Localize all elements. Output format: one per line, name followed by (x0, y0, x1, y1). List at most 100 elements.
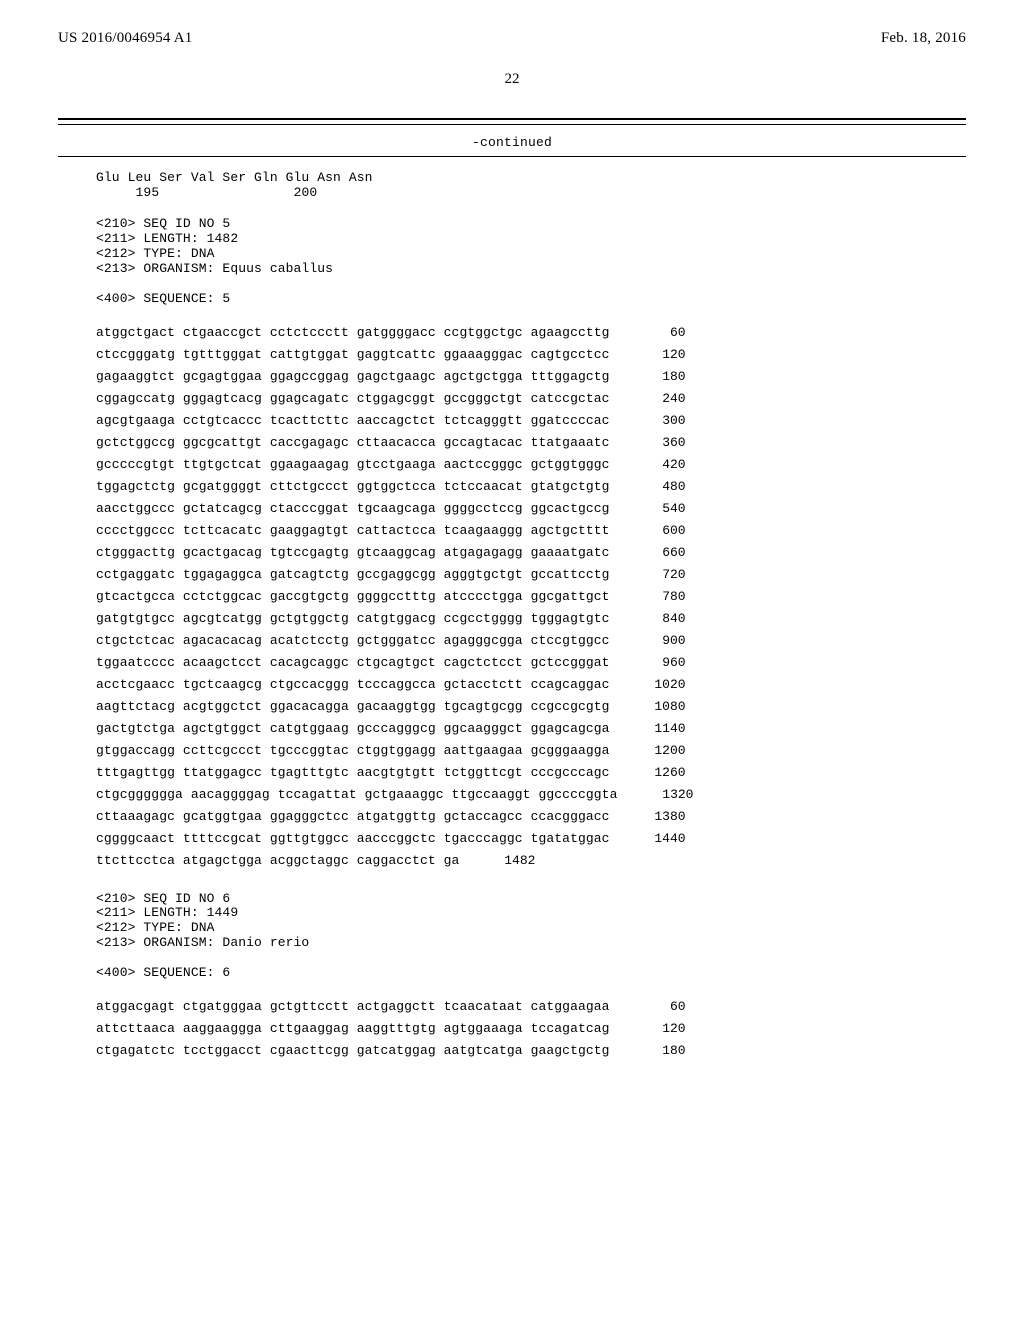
page-number: 22 (58, 71, 966, 88)
sequence-groups: tttgagttgg ttatggagcc tgagtttgtc aacgtgt… (96, 766, 610, 779)
sequence-groups: agcgtgaaga cctgtcaccc tcacttcttc aaccagc… (96, 414, 610, 427)
sequence-position: 60 (626, 326, 686, 339)
seq6-meta-line: <210> SEQ ID NO 6 (96, 891, 230, 906)
protein-pos-right: 200 (294, 185, 318, 200)
sequence-groups: gtggaccagg ccttcgccct tgcccggtac ctggtgg… (96, 744, 610, 757)
sequence-groups: gctctggccg ggcgcattgt caccgagagc cttaaca… (96, 436, 610, 449)
seq5-meta-line: <400> SEQUENCE: 5 (96, 291, 230, 306)
sequence-position: 1482 (475, 854, 535, 867)
seq6-meta-line: <211> LENGTH: 1449 (96, 905, 238, 920)
sequence-groups: ctgcgggggga aacaggggag tccagattat gctgaa… (96, 788, 617, 801)
sequence-row: ctgctctcac agacacacag acatctcctg gctggga… (96, 634, 966, 647)
sequence-row: tggagctctg gcgatggggt cttctgccct ggtggct… (96, 480, 966, 493)
sequence-groups: tggaatcccc acaagctcct cacagcaggc ctgcagt… (96, 656, 610, 669)
sequence-row: cggggcaact ttttccgcat ggttgtggcc aacccgg… (96, 832, 966, 845)
sequence-row: ttcttcctca atgagctgga acggctaggc caggacc… (96, 854, 966, 867)
sequence-groups: gcccccgtgt ttgtgctcat ggaagaagag gtcctga… (96, 458, 610, 471)
sequence-row: ctgagatctc tcctggacct cgaacttcgg gatcatg… (96, 1044, 966, 1057)
sequence-row: cggagccatg gggagtcacg ggagcagatc ctggagc… (96, 392, 966, 405)
sequence-position: 960 (626, 656, 686, 669)
sequence-row: tggaatcccc acaagctcct cacagcaggc ctgcagt… (96, 656, 966, 669)
sequence-row: gagaaggtct gcgagtggaa ggagccggag gagctga… (96, 370, 966, 383)
sequence-groups: gagaaggtct gcgagtggaa ggagccggag gagctga… (96, 370, 610, 383)
sequence-groups: ttcttcctca atgagctgga acggctaggc caggacc… (96, 854, 459, 867)
sequence-row: gatgtgtgcc agcgtcatgg gctgtggctg catgtgg… (96, 612, 966, 625)
sequence-position: 1260 (626, 766, 686, 779)
sequence-position: 60 (626, 1000, 686, 1013)
sequence-row: cttaaagagc gcatggtgaa ggagggctcc atgatgg… (96, 810, 966, 823)
sequence-row: agcgtgaaga cctgtcaccc tcacttcttc aaccagc… (96, 414, 966, 427)
sequence-position: 360 (626, 436, 686, 449)
sequence-position: 1320 (633, 788, 693, 801)
sequence-groups: atggctgact ctgaaccgct cctctccctt gatgggg… (96, 326, 610, 339)
rule-top (58, 118, 966, 125)
sequence-row: gctctggccg ggcgcattgt caccgagagc cttaaca… (96, 436, 966, 449)
sequence-position: 540 (626, 502, 686, 515)
continued-label: -continued (58, 135, 966, 150)
sequence-row: ctgcgggggga aacaggggag tccagattat gctgaa… (96, 788, 966, 801)
sequence-position: 1200 (626, 744, 686, 757)
sequence-groups: ctgggacttg gcactgacag tgtccgagtg gtcaagg… (96, 546, 610, 559)
sequence-groups: attcttaaca aaggaaggga cttgaaggag aaggttt… (96, 1022, 610, 1035)
sequence-position: 420 (626, 458, 686, 471)
sequence-groups: acctcgaacc tgctcaagcg ctgccacggg tcccagg… (96, 678, 610, 691)
seq5-meta-line: <212> TYPE: DNA (96, 246, 215, 261)
page-header: US 2016/0046954 A1 Feb. 18, 2016 (58, 30, 966, 47)
seq5-rows: atggctgact ctgaaccgct cctctccctt gatgggg… (58, 326, 966, 867)
sequence-position: 480 (626, 480, 686, 493)
sequence-groups: ctgagatctc tcctggacct cgaacttcgg gatcatg… (96, 1044, 610, 1057)
seq5-meta-line: <211> LENGTH: 1482 (96, 231, 238, 246)
seq5-meta-line: <210> SEQ ID NO 5 (96, 216, 230, 231)
sequence-groups: cggagccatg gggagtcacg ggagcagatc ctggagc… (96, 392, 610, 405)
sequence-position: 720 (626, 568, 686, 581)
sequence-position: 1140 (626, 722, 686, 735)
sequence-row: gactgtctga agctgtggct catgtggaag gcccagg… (96, 722, 966, 735)
sequence-row: atggacgagt ctgatgggaa gctgttcctt actgagg… (96, 1000, 966, 1013)
sequence-row: tttgagttgg ttatggagcc tgagtttgtc aacgtgt… (96, 766, 966, 779)
seq5-meta: <210> SEQ ID NO 5 <211> LENGTH: 1482 <21… (96, 217, 966, 307)
sequence-row: ctgggacttg gcactgacag tgtccgagtg gtcaagg… (96, 546, 966, 559)
sequence-row: aacctggccc gctatcagcg ctacccggat tgcaagc… (96, 502, 966, 515)
sequence-position: 240 (626, 392, 686, 405)
sequence-position: 120 (626, 1022, 686, 1035)
sequence-position: 1080 (626, 700, 686, 713)
sequence-position: 180 (626, 370, 686, 383)
publication-date: Feb. 18, 2016 (881, 30, 966, 47)
rule-bottom (58, 156, 966, 157)
sequence-row: gtggaccagg ccttcgccct tgcccggtac ctggtgg… (96, 744, 966, 757)
sequence-groups: cctgaggatc tggagaggca gatcagtctg gccgagg… (96, 568, 610, 581)
seq6-meta-line: <213> ORGANISM: Danio rerio (96, 935, 309, 950)
sequence-groups: ctccgggatg tgtttgggat cattgtggat gaggtca… (96, 348, 610, 361)
sequence-row: gtcactgcca cctctggcac gaccgtgctg ggggcct… (96, 590, 966, 603)
sequence-groups: tggagctctg gcgatggggt cttctgccct ggtggct… (96, 480, 610, 493)
sequence-groups: aacctggccc gctatcagcg ctacccggat tgcaagc… (96, 502, 610, 515)
sequence-groups: atggacgagt ctgatgggaa gctgttcctt actgagg… (96, 1000, 610, 1013)
sequence-groups: gactgtctga agctgtggct catgtggaag gcccagg… (96, 722, 610, 735)
sequence-groups: aagttctacg acgtggctct ggacacagga gacaagg… (96, 700, 610, 713)
sequence-position: 300 (626, 414, 686, 427)
sequence-groups: gatgtgtgcc agcgtcatgg gctgtggctg catgtgg… (96, 612, 610, 625)
sequence-position: 180 (626, 1044, 686, 1057)
sequence-groups: ctgctctcac agacacacag acatctcctg gctggga… (96, 634, 610, 647)
protein-residues: Glu Leu Ser Val Ser Gln Glu Asn Asn (96, 170, 373, 185)
sequence-groups: cggggcaact ttttccgcat ggttgtggcc aacccgg… (96, 832, 610, 845)
sequence-position: 120 (626, 348, 686, 361)
seq6-rows: atggacgagt ctgatgggaa gctgttcctt actgagg… (58, 1000, 966, 1057)
sequence-position: 780 (626, 590, 686, 603)
sequence-position: 1440 (626, 832, 686, 845)
sequence-position: 840 (626, 612, 686, 625)
sequence-row: aagttctacg acgtggctct ggacacagga gacaagg… (96, 700, 966, 713)
sequence-position: 600 (626, 524, 686, 537)
sequence-position: 900 (626, 634, 686, 647)
sequence-groups: cccctggccc tcttcacatc gaaggagtgt cattact… (96, 524, 610, 537)
sequence-position: 660 (626, 546, 686, 559)
page: US 2016/0046954 A1 Feb. 18, 2016 22 -con… (0, 0, 1024, 1320)
seq6-meta: <210> SEQ ID NO 6 <211> LENGTH: 1449 <21… (96, 892, 966, 982)
sequence-position: 1020 (626, 678, 686, 691)
sequence-row: cctgaggatc tggagaggca gatcagtctg gccgagg… (96, 568, 966, 581)
sequence-row: ctccgggatg tgtttgggat cattgtggat gaggtca… (96, 348, 966, 361)
sequence-row: attcttaaca aaggaaggga cttgaaggag aaggttt… (96, 1022, 966, 1035)
seq5-meta-line: <213> ORGANISM: Equus caballus (96, 261, 333, 276)
sequence-row: atggctgact ctgaaccgct cctctccctt gatgggg… (96, 326, 966, 339)
protein-pos-left: 195 (136, 185, 160, 200)
